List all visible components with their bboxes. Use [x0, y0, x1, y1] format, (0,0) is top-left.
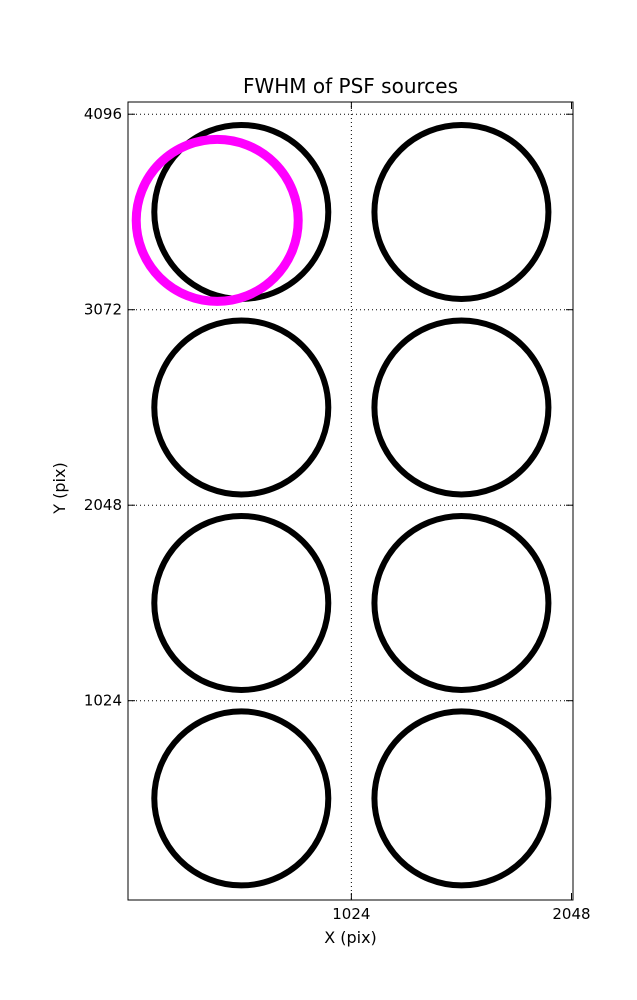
y-tick-label-3072: 3072 [84, 301, 122, 319]
plot-frame [127, 101, 574, 901]
psf-source-circles [151, 317, 332, 498]
psf-source-circles [371, 121, 552, 302]
psf-source-circles [151, 708, 332, 889]
psf-source-circles [371, 317, 552, 498]
x-axis-label: X (pix) [324, 928, 377, 947]
x-tick-label-2048: 2048 [552, 905, 590, 923]
psf-source-circles [371, 512, 552, 693]
x-tick-label-1024: 1024 [332, 905, 370, 923]
chart-title: FWHM of PSF sources [242, 74, 459, 98]
psf-source-circles [151, 512, 332, 693]
highlighted-psf-circle [131, 134, 303, 306]
y-axis-label: Y (pix) [50, 462, 69, 514]
y-tick-label-4096: 4096 [84, 105, 122, 123]
y-tick-label-1024: 1024 [84, 692, 122, 710]
y-tick-label-2048: 2048 [84, 496, 122, 514]
psf-source-circles [371, 708, 552, 889]
